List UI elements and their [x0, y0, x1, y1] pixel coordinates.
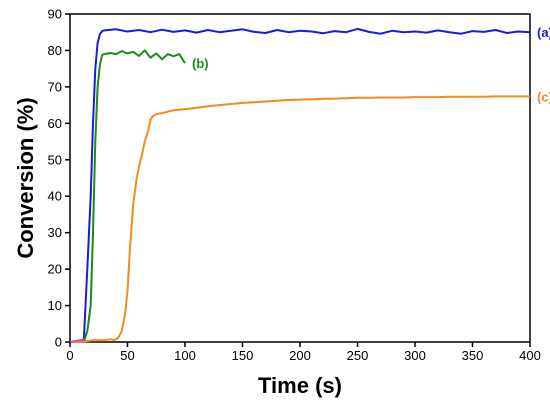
series-line-1	[70, 27, 531, 343]
ticks-layer: 0 50 100 150 200 250 300 350 400 0 10 20 30 40 50 60 70 8…	[48, 7, 541, 364]
series-line-4	[69, 338, 85, 343]
y-tick-label: 0	[55, 335, 62, 350]
x-tick-label: 250	[347, 348, 369, 363]
x-tick-label: 0	[66, 348, 73, 363]
x-axis-title: Time (s)	[258, 373, 342, 398]
series-line-3	[70, 95, 530, 343]
y-tick-label: 20	[48, 262, 62, 277]
series-label-2: (b)	[192, 56, 209, 71]
y-tick-label: 40	[48, 189, 62, 204]
series-labels: (a) (b) (c)	[192, 25, 550, 104]
x-tick-label: 50	[120, 348, 134, 363]
series-label-1: (a)	[537, 25, 550, 40]
x-tick-label: 350	[462, 348, 484, 363]
y-tick-label: 50	[48, 152, 62, 167]
y-tick-label: 90	[48, 7, 62, 22]
x-tick-label: 150	[232, 348, 254, 363]
series-line-2	[70, 49, 186, 343]
x-tick-label: 100	[174, 348, 196, 363]
series-label-3: (c)	[537, 89, 550, 104]
y-tick-label: 70	[48, 79, 62, 94]
y-tick-label: 60	[48, 116, 62, 131]
y-tick-label: 30	[48, 225, 62, 240]
y-tick-label: 10	[48, 298, 62, 313]
y-tick-label: 80	[48, 43, 62, 58]
y-axis-title: Conversion (%)	[13, 97, 38, 258]
series-layer	[69, 27, 531, 343]
x-tick-label: 400	[519, 348, 541, 363]
plot-frame	[69, 13, 531, 343]
x-tick-label: 300	[404, 348, 426, 363]
x-tick-label: 200	[289, 348, 311, 363]
